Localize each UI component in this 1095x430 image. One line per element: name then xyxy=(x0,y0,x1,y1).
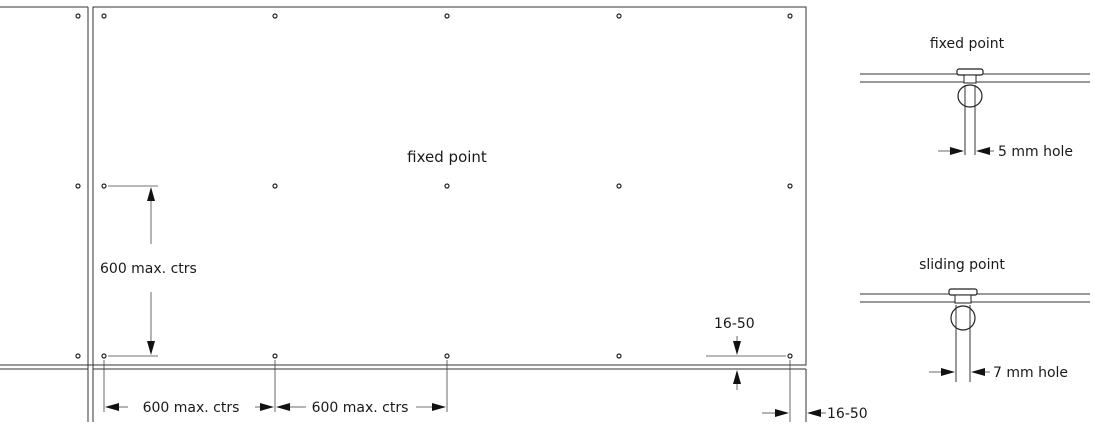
fixed-point-center-label: fixed point xyxy=(407,148,487,166)
hole xyxy=(101,353,107,359)
hole xyxy=(75,13,81,19)
hole xyxy=(787,13,793,19)
arrow-right xyxy=(941,368,955,376)
horizontal-spacing-dimension-2: 600 max. ctrs xyxy=(276,360,448,416)
screw-sleeve xyxy=(950,305,976,331)
fixed-point-detail: fixed point 5 mm hole xyxy=(860,36,1090,160)
arrow-right xyxy=(775,409,789,417)
horizontal-spacing-label-2: 600 max. ctrs xyxy=(312,400,409,416)
hole xyxy=(444,353,450,359)
hole xyxy=(444,13,450,19)
arrow-up xyxy=(733,370,741,384)
sliding-point-detail: sliding point 7 mm hole xyxy=(860,257,1090,382)
hole xyxy=(101,13,107,19)
hole xyxy=(616,13,622,19)
hole xyxy=(787,353,793,359)
hole xyxy=(616,183,622,189)
sliding-point-hole-label: 7 mm hole xyxy=(993,365,1068,381)
vertical-spacing-dimension: 600 max. ctrs xyxy=(100,185,197,357)
edge-distance-horizontal-label: 16-50 xyxy=(827,406,868,422)
arrow-left xyxy=(971,368,985,376)
screw-head xyxy=(948,288,978,296)
arrow-right xyxy=(432,403,446,411)
sliding-point-detail-title: sliding point xyxy=(919,257,1005,273)
hole xyxy=(272,353,278,359)
arrow-left xyxy=(807,409,821,417)
hole xyxy=(272,13,278,19)
left-panel-holes xyxy=(75,13,81,359)
left-panel xyxy=(0,6,89,365)
main-panel-holes xyxy=(101,13,793,359)
hole xyxy=(75,183,81,189)
hole xyxy=(444,183,450,189)
hole xyxy=(75,353,81,359)
fixed-point-detail-title: fixed point xyxy=(930,36,1005,52)
screw-neck xyxy=(963,74,977,84)
hole xyxy=(272,183,278,189)
horizontal-spacing-dimension-1: 600 max. ctrs xyxy=(103,360,276,416)
arrow-down xyxy=(733,341,741,355)
hole xyxy=(101,183,107,189)
arrow-down xyxy=(147,341,155,355)
arrow-left xyxy=(105,403,119,411)
edge-distance-horizontal: 16-50 xyxy=(762,360,868,422)
hole xyxy=(616,353,622,359)
bottom-joint-lines xyxy=(0,364,807,422)
arrow-up xyxy=(147,187,155,201)
screw-neck xyxy=(954,294,972,304)
arrow-right xyxy=(260,403,274,411)
edge-distance-vertical: 16-50 xyxy=(706,316,786,390)
arrow-right xyxy=(950,147,964,155)
screw-head xyxy=(956,68,984,76)
edge-distance-vertical-label: 16-50 xyxy=(714,316,755,332)
hole xyxy=(787,183,793,189)
arrow-left xyxy=(276,403,290,411)
main-panel xyxy=(92,6,807,366)
arrow-left xyxy=(976,147,990,155)
screw-sleeve xyxy=(957,84,983,108)
vertical-spacing-label: 600 max. ctrs xyxy=(100,261,197,277)
fixed-point-hole-label: 5 mm hole xyxy=(998,144,1073,160)
horizontal-spacing-label-1: 600 max. ctrs xyxy=(143,400,240,416)
